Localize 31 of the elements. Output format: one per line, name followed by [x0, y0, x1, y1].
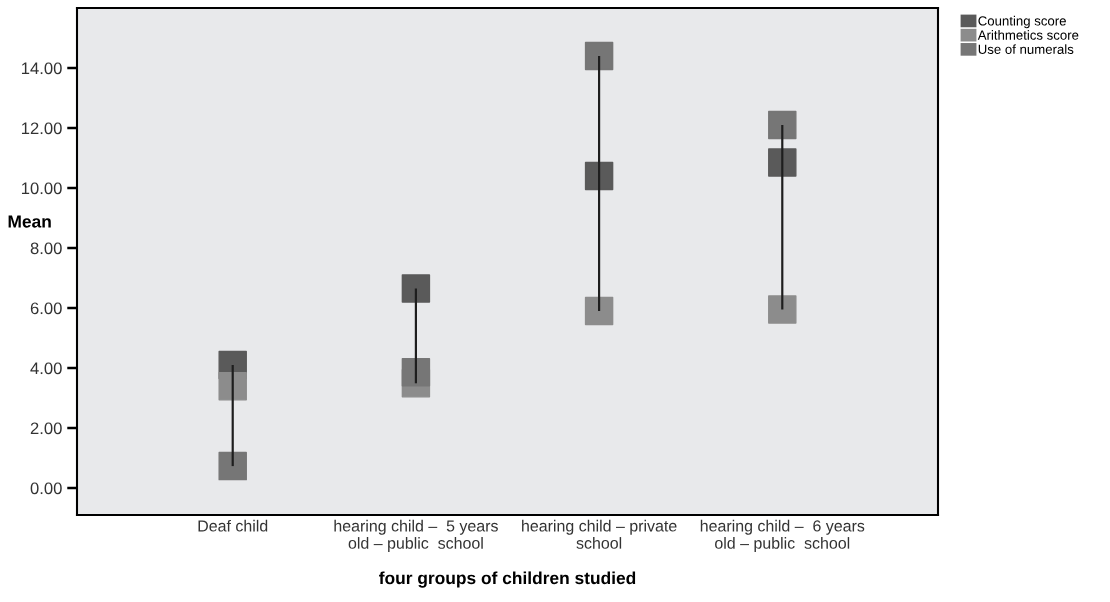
- legend-label: Arithmetics score: [977, 30, 1079, 40]
- x-tick-label: hearing child – 6 years old – public school: [700, 519, 865, 552]
- legend-label: Counting score: [978, 15, 1066, 29]
- y-tick-label: 12.00: [21, 122, 62, 135]
- legend-label: Use of numerals: [978, 44, 1074, 54]
- y-tick-label: 10.00: [21, 182, 62, 195]
- y-tick-label: 6.00: [30, 302, 62, 315]
- point: [218, 372, 247, 401]
- y-axis-title: Mean: [8, 215, 51, 228]
- point: [584, 161, 614, 191]
- y-tick-label: 4.00: [30, 362, 62, 375]
- point: [584, 296, 614, 326]
- y-tick-label: 14.00: [21, 62, 62, 75]
- y-tick-label: 2.00: [30, 422, 62, 435]
- bar: [414, 288, 417, 384]
- x-tick-label: hearing child – 5 years old – public school: [334, 519, 498, 552]
- x-axis-title: four groups of children studied: [379, 571, 636, 588]
- x-tick-label: hearing child – private school: [522, 519, 677, 549]
- point: [768, 295, 797, 324]
- point: [401, 274, 431, 303]
- point: [401, 357, 431, 387]
- point: [768, 148, 797, 177]
- y-tick-label: 8.00: [30, 242, 62, 255]
- point: [218, 451, 247, 481]
- bar: [231, 365, 234, 467]
- point: [584, 41, 614, 71]
- bar: [598, 56, 601, 311]
- bar: [781, 125, 784, 310]
- y-tick-label: 0.00: [30, 482, 62, 495]
- point: [768, 110, 797, 140]
- x-tick-label: Deaf child: [198, 519, 268, 532]
